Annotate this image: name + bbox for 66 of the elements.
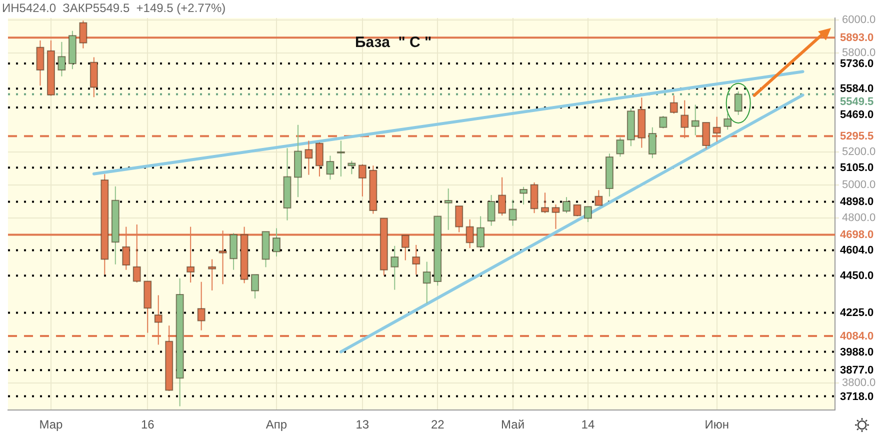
y-tick-label: 5200.0 [842, 146, 876, 158]
candlestick [36, 40, 44, 86]
candlestick [336, 140, 345, 177]
candlestick [530, 182, 538, 214]
candlestick [584, 206, 592, 222]
ref-line-label: 5893.0 [840, 32, 874, 44]
x-tick-label: Июн [704, 418, 729, 432]
candlestick [390, 245, 399, 290]
candlestick [304, 140, 313, 176]
candlestick [58, 41, 66, 77]
candlestick [659, 115, 668, 129]
ref-line-label: 4450.0 [840, 270, 874, 282]
ref-line-label: 5736.0 [840, 58, 874, 70]
candlestick [315, 142, 324, 177]
ref-line-label: 3718.0 [840, 390, 874, 403]
ref-line-label: 4084.0 [840, 330, 874, 342]
y-tick-label: 3800.0 [842, 376, 876, 389]
ref-line-label: 5295.5 [840, 130, 874, 143]
candlestick [724, 113, 732, 130]
x-tick-label: 16 [140, 418, 155, 432]
candlestick [230, 232, 238, 270]
x-tick-label: 14 [581, 418, 595, 432]
x-tick-label: Мар [39, 418, 64, 432]
y-tick-label: 4800.0 [842, 212, 876, 224]
x-tick-label: 13 [356, 418, 370, 432]
candlestick [412, 244, 420, 276]
candlestick [734, 90, 742, 116]
ref-line-label: 4898.0 [840, 196, 874, 208]
candlestick [358, 164, 366, 197]
candlestick [197, 281, 206, 331]
ref-line-label: 5105.0 [840, 162, 874, 174]
text: База " С " [355, 34, 432, 51]
x-tick-label: Апр [266, 418, 288, 432]
candlestick [487, 194, 496, 226]
x-tick-label: 22 [430, 418, 445, 432]
candlestick [670, 95, 678, 114]
candlestick [476, 216, 485, 249]
candlestick [208, 258, 216, 291]
ref-line-label: 3877.0 [840, 364, 874, 377]
y-tick-label: 5000.0 [842, 178, 876, 191]
ref-line-label: 4604.0 [840, 244, 874, 257]
candlestick [326, 155, 334, 180]
candlestick [520, 186, 528, 206]
candlestick [498, 176, 506, 216]
candlestick [594, 190, 603, 206]
ref-line-label: 5549.5 [840, 96, 874, 108]
candlestick [562, 196, 570, 214]
y-tick-label: 5800.0 [842, 46, 876, 59]
ref-line-label: 3988.0 [840, 346, 874, 358]
candlestick [648, 126, 656, 159]
candlestick [251, 274, 260, 300]
candlestick [272, 228, 280, 257]
ref-line-label: 4225.0 [840, 307, 874, 320]
x-tick-label: Май [501, 418, 525, 432]
text: ИН5424.0 ЗАКР5549.5 +149.5 (+2.77%) [2, 1, 226, 15]
ref-line-label: 4698.0 [840, 229, 874, 242]
candlestick [691, 104, 700, 136]
candlestick [541, 192, 550, 214]
candlestick [508, 199, 517, 226]
ref-line-label: 5469.0 [840, 109, 874, 122]
y-tick-label: 6000.0 [842, 14, 876, 26]
ref-line-label: 5584.0 [840, 83, 874, 96]
candlestick [422, 261, 431, 304]
candlestick [444, 188, 452, 230]
candlestick [552, 204, 560, 230]
candlestick [616, 137, 624, 158]
